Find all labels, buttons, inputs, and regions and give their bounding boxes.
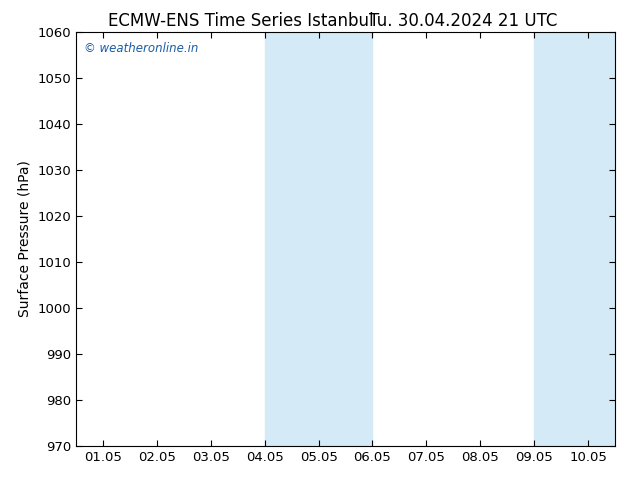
Text: © weatheronline.in: © weatheronline.in xyxy=(84,42,198,55)
Text: ECMW-ENS Time Series Istanbul: ECMW-ENS Time Series Istanbul xyxy=(108,12,373,30)
Bar xyxy=(534,32,615,446)
Bar xyxy=(265,32,373,446)
Y-axis label: Surface Pressure (hPa): Surface Pressure (hPa) xyxy=(18,160,32,318)
Text: Tu. 30.04.2024 21 UTC: Tu. 30.04.2024 21 UTC xyxy=(368,12,557,30)
